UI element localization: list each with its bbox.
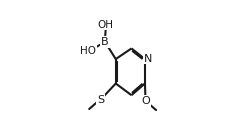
Text: HO: HO [80, 46, 96, 56]
Text: N: N [143, 54, 152, 63]
Text: OH: OH [97, 20, 113, 30]
Text: O: O [141, 96, 149, 106]
Text: S: S [96, 95, 104, 105]
Text: B: B [101, 37, 109, 47]
